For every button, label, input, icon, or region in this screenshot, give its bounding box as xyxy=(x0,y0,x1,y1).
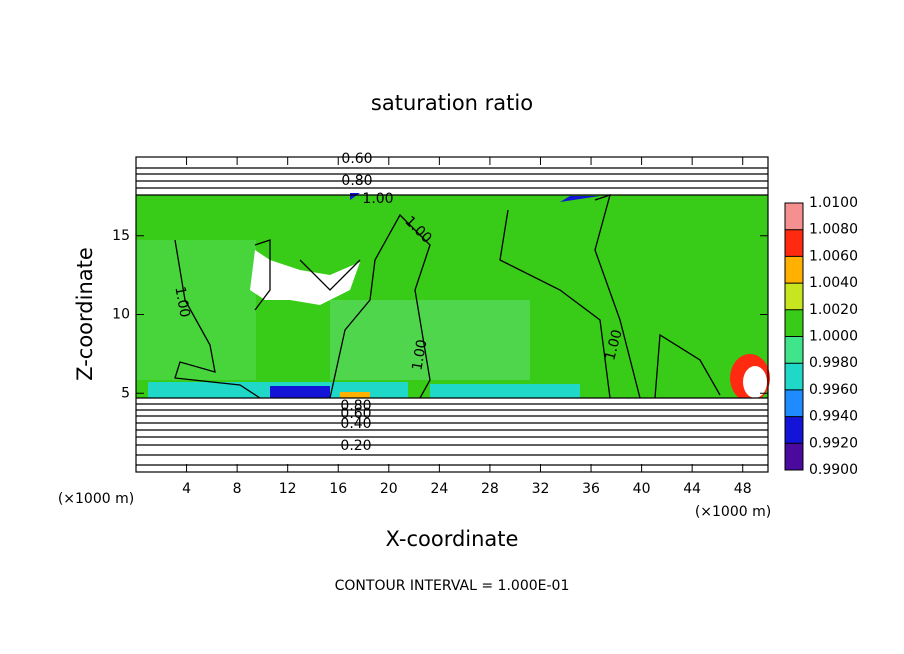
x-tick-label: 44 xyxy=(683,481,701,497)
colorbar-bin xyxy=(785,443,803,470)
x-tick-label: 36 xyxy=(582,481,600,497)
y-tick-label: 5 xyxy=(121,385,130,401)
colorbar-label: 1.0000 xyxy=(809,329,858,345)
colorbar-label: 0.9900 xyxy=(809,462,858,478)
contour-label: 0.20 xyxy=(340,438,371,454)
colorbar-label: 1.0100 xyxy=(809,195,858,211)
contour-label: 0.80 xyxy=(340,398,371,414)
x-tick-label: 12 xyxy=(279,481,297,497)
x-tick-label: 20 xyxy=(380,481,398,497)
colorbar-label: 1.0080 xyxy=(809,222,858,238)
contour-label: 1.00 xyxy=(362,191,393,207)
x-tick-label: 24 xyxy=(430,481,448,497)
contour-label: 1.00 xyxy=(171,285,192,318)
chart-title: saturation ratio xyxy=(371,91,533,115)
contour-label: 1.00 xyxy=(602,328,626,362)
x-tick-label: 40 xyxy=(633,481,651,497)
y-unit: (×1000 m) xyxy=(58,491,134,507)
contour-label: 1.00 xyxy=(409,338,430,371)
colorbar-label: 1.0040 xyxy=(809,275,858,291)
y-axis-label: Z-coordinate xyxy=(73,247,97,381)
x-axis-label: X-coordinate xyxy=(386,527,519,551)
y-tick-label: 15 xyxy=(112,228,130,244)
footer: CONTOUR INTERVAL = 1.000E-01 xyxy=(335,578,570,594)
colorbar-bin xyxy=(785,229,803,257)
y-tick-label: 10 xyxy=(112,307,130,323)
colorbar-label: 0.9960 xyxy=(809,382,858,398)
x-tick-label: 8 xyxy=(233,481,242,497)
x-tick-label: 16 xyxy=(329,481,347,497)
x-tick-label: 4 xyxy=(182,481,191,497)
contour-label: 0.40 xyxy=(340,416,371,432)
field xyxy=(136,157,770,472)
colorbar-bin xyxy=(785,363,803,390)
colorbar-bin xyxy=(785,309,803,337)
colorbar-label: 0.9940 xyxy=(809,409,858,425)
x-unit: (×1000 m) xyxy=(695,504,771,520)
colorbar-bin xyxy=(785,203,803,230)
contour-label: 0.60 xyxy=(340,406,371,422)
x-tick-label: 32 xyxy=(532,481,550,497)
colorbar-label: 1.0060 xyxy=(809,248,858,264)
colorbar-bin xyxy=(785,389,803,417)
colorbar-label: 0.9980 xyxy=(809,355,858,371)
x-tick-label: 48 xyxy=(734,481,752,497)
contour-lines xyxy=(136,167,768,466)
contour-label: 0.60 xyxy=(341,151,372,167)
colorbar-label: 1.0020 xyxy=(809,302,858,318)
colorbar-bin xyxy=(785,283,803,310)
colorbar-bin xyxy=(785,336,803,364)
x-tick-label: 28 xyxy=(481,481,499,497)
colorbar-bin xyxy=(785,416,803,444)
contour-label: 0.80 xyxy=(341,173,372,189)
colorbar-label: 0.9920 xyxy=(809,435,858,451)
colorbar-bin xyxy=(785,256,803,284)
